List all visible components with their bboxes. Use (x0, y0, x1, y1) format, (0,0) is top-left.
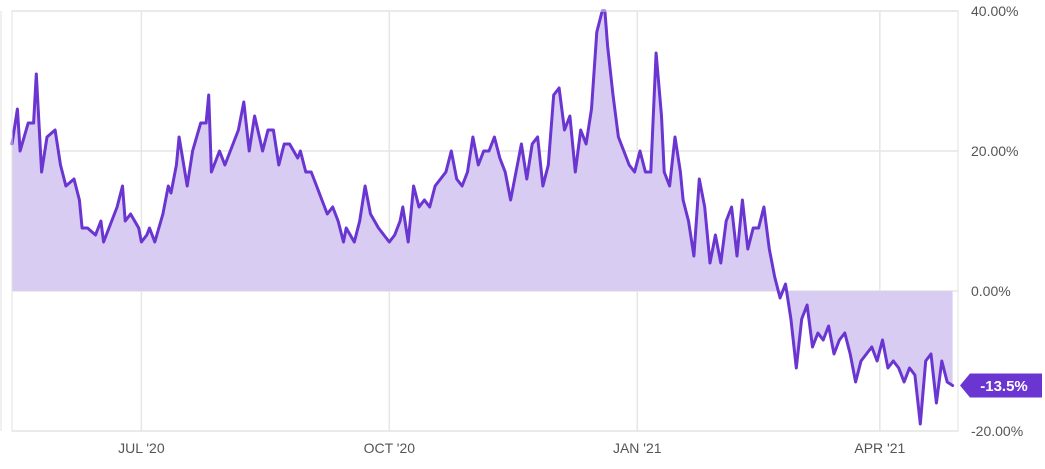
last-value-callout: -13.5% (960, 373, 1042, 398)
y-tick-label: 20.00% (971, 143, 1018, 159)
series-line (10, 9, 955, 426)
line-layer (10, 9, 955, 426)
x-tick-label: JAN '21 (613, 440, 662, 456)
y-tick-label: 40.00% (971, 3, 1018, 19)
x-tick-label: OCT '20 (364, 440, 416, 456)
x-tick-label: APR '21 (854, 440, 905, 456)
x-tick-label: JUL '20 (118, 440, 165, 456)
last-value-badge (960, 373, 1042, 398)
area-layer (12, 11, 953, 424)
y-axis-ticks: 40.00% 20.00% 0.00% -20.00% (971, 3, 1023, 439)
x-axis-ticks: JUL '20 OCT '20 JAN '21 APR '21 (118, 440, 905, 456)
series-area-fill (12, 11, 953, 424)
last-value-label: -13.5% (980, 378, 1028, 395)
y-tick-label: 0.00% (971, 283, 1011, 299)
y-tick-label: -20.00% (971, 423, 1023, 439)
axis-frame (0, 10, 959, 432)
plot-frame (11, 10, 959, 432)
